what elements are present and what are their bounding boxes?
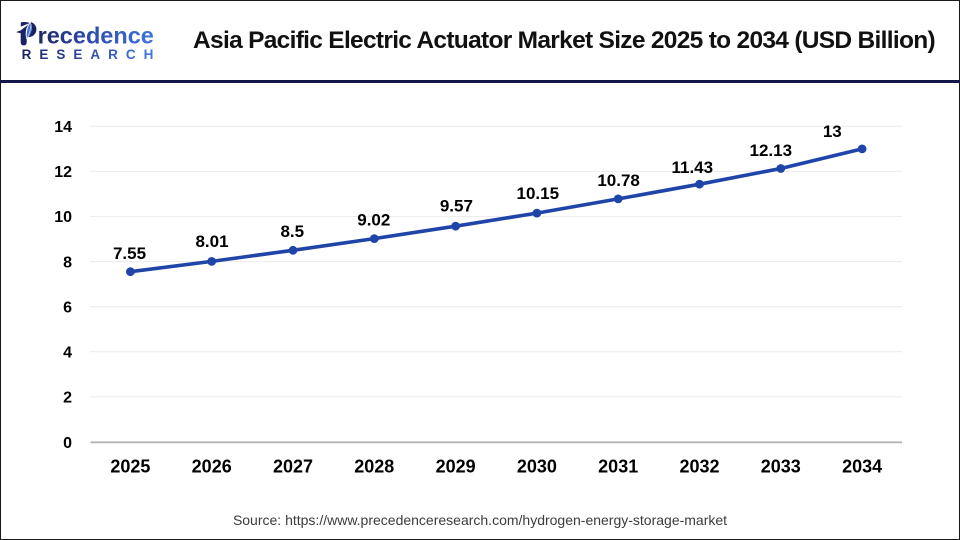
svg-text:9.57: 9.57 [440,196,473,215]
svg-text:8: 8 [63,254,72,271]
svg-text:10.78: 10.78 [597,171,640,190]
svg-text:recedence: recedence [38,22,154,48]
svg-text:2026: 2026 [192,457,232,477]
svg-text:2029: 2029 [436,457,476,477]
svg-text:7.55: 7.55 [113,244,146,263]
svg-text:2033: 2033 [761,457,801,477]
svg-text:10.15: 10.15 [517,184,560,203]
svg-text:2030: 2030 [517,457,557,477]
svg-text:RESEARCH: RESEARCH [22,47,162,62]
svg-text:2028: 2028 [354,457,394,477]
svg-text:8.5: 8.5 [280,222,304,241]
svg-text:9.02: 9.02 [357,211,390,230]
svg-text:8.01: 8.01 [195,232,228,251]
svg-text:2034: 2034 [842,457,882,477]
svg-text:10: 10 [54,209,72,226]
svg-text:12: 12 [54,164,72,181]
svg-text:13: 13 [823,122,842,141]
svg-text:11.43: 11.43 [671,158,713,177]
svg-text:14: 14 [54,119,72,136]
svg-text:2031: 2031 [598,457,638,477]
svg-text:4: 4 [63,345,72,362]
svg-text:0: 0 [63,435,72,452]
svg-text:2032: 2032 [679,457,719,477]
svg-text:2027: 2027 [273,457,313,477]
svg-text:12.13: 12.13 [750,141,793,160]
svg-text:6: 6 [63,299,72,316]
svg-text:2025: 2025 [110,457,150,477]
svg-text:2: 2 [63,390,72,407]
